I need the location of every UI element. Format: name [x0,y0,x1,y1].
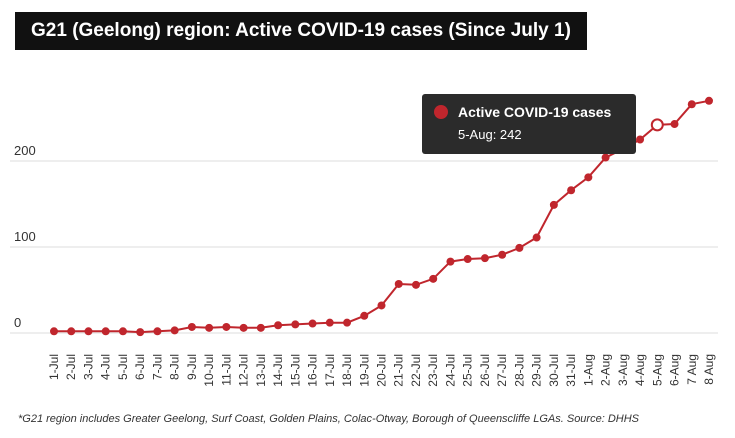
data-point[interactable] [360,311,369,320]
x-tick-label: 22-Jul [409,354,423,387]
x-tick-label: 8 Aug [702,354,716,385]
x-tick-label: 21-Jul [392,354,406,387]
data-point[interactable] [498,250,507,259]
data-point[interactable] [377,301,386,310]
data-point[interactable] [50,327,58,336]
data-point[interactable] [239,323,248,332]
grid-layer [10,160,718,334]
data-point[interactable] [274,321,283,330]
data-point[interactable] [308,319,317,328]
data-point[interactable] [205,323,214,332]
data-point[interactable] [222,322,231,331]
series-marker-icon [434,105,448,119]
x-tick-label: 7-Jul [150,354,164,380]
data-point[interactable] [153,327,162,336]
x-tick-label: 7 Aug [685,354,699,385]
highlighted-point[interactable] [650,118,664,132]
x-tick-label: 24-Jul [443,354,457,387]
data-point[interactable] [101,327,110,336]
data-point[interactable] [429,274,438,283]
x-tick-label: 2-Jul [64,354,78,380]
chart-title: G21 (Geelong) region: Active COVID-19 ca… [15,12,587,50]
x-tick-label: 3-Jul [81,354,95,380]
y-tick-label: 0 [14,315,21,330]
x-tick-label: 13-Jul [254,354,268,387]
x-tick-label: 19-Jul [357,354,371,387]
x-tick-label: 18-Jul [340,354,354,387]
data-point[interactable] [567,186,576,195]
data-point[interactable] [687,100,696,109]
x-tick-label: 6-Aug [668,354,682,386]
x-tick-label: 25-Jul [461,354,475,387]
x-tick-label: 12-Jul [237,354,251,387]
data-point[interactable] [84,327,93,336]
points-layer [50,96,713,337]
data-point[interactable] [325,318,334,327]
x-tick-label: 15-Jul [288,354,302,387]
data-point[interactable] [532,233,541,242]
x-tick-label: 2-Aug [599,354,613,386]
data-point[interactable] [584,173,593,182]
x-tick-label: 20-Jul [375,354,389,387]
data-point[interactable] [480,254,489,263]
x-tick-label: 26-Jul [478,354,492,387]
x-axis: 1-Jul 2-Jul 3-Jul 4-Jul 5-Jul 6-Jul 7-Jul 8-Jul… [47,354,716,387]
x-tick-label: 28-Jul [512,354,526,387]
x-tick-label: 4-Aug [633,354,647,386]
x-tick-label: 11-Jul [219,354,233,386]
data-point[interactable] [515,243,524,252]
tooltip-value: 5-Aug: 242 [458,127,522,142]
x-tick-label: 31-Jul [564,354,578,387]
x-tick-label: 10-Jul [202,354,216,387]
data-point[interactable] [67,327,76,336]
data-tooltip: Active COVID-19 cases 5-Aug: 242 [422,94,636,154]
data-point[interactable] [549,200,558,209]
tooltip-series-name: Active COVID-19 cases [458,104,612,120]
y-tick-label: 200 [14,143,36,158]
x-tick-label: 5-Aug [650,354,664,386]
y-tick-label: 100 [14,229,36,244]
data-point[interactable] [136,328,145,337]
x-tick-label: 9-Jul [185,354,199,380]
x-tick-label: 30-Jul [547,354,561,387]
data-point[interactable] [256,323,265,332]
data-point[interactable] [446,257,455,266]
x-tick-label: 1-Aug [581,354,595,386]
y-axis: 0 100 200 [14,143,36,330]
data-point[interactable] [463,255,472,264]
data-point[interactable] [170,326,179,335]
data-point[interactable] [601,153,610,162]
x-tick-label: 23-Jul [426,354,440,387]
x-tick-label: 8-Jul [168,354,182,380]
x-tick-label: 29-Jul [530,354,544,387]
data-point[interactable] [411,280,420,289]
x-tick-label: 3-Aug [616,354,630,386]
data-point[interactable] [343,318,352,327]
x-tick-label: 1-Jul [47,354,61,380]
data-point[interactable] [118,327,127,336]
data-point[interactable] [636,135,645,144]
x-tick-label: 4-Jul [99,354,113,380]
x-tick-label: 5-Jul [116,354,130,380]
x-tick-label: 14-Jul [271,354,285,387]
x-tick-label: 16-Jul [306,354,320,387]
x-tick-label: 17-Jul [323,354,337,387]
data-point[interactable] [291,320,300,329]
x-tick-label: 27-Jul [495,354,509,387]
footnote: *G21 region includes Greater Geelong, Su… [18,413,639,425]
data-point[interactable] [394,279,403,288]
data-point[interactable] [187,322,196,331]
data-point[interactable] [670,120,679,129]
data-point[interactable] [705,96,713,105]
x-tick-label: 6-Jul [133,354,147,380]
